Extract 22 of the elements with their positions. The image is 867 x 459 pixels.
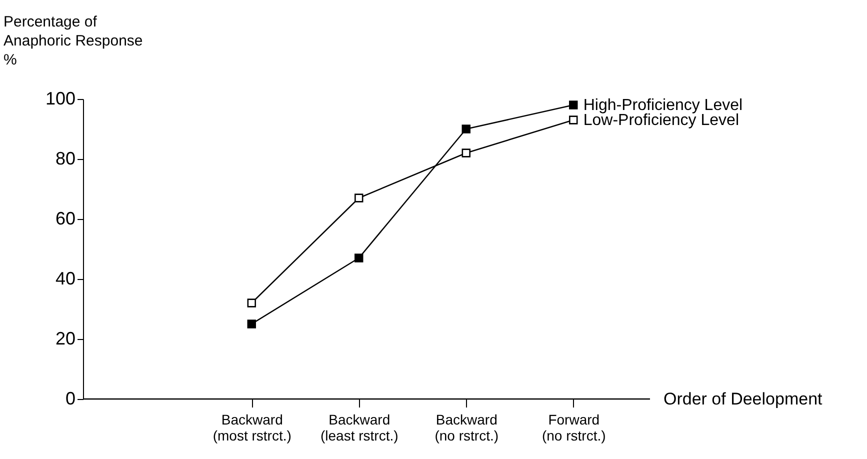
x-tick-label: Forward (no rstrct.) — [542, 412, 606, 444]
y-axis-title: Percentage of Anaphoric Response % — [4, 14, 143, 68]
point — [354, 194, 364, 202]
y-tick-label: 20 — [55, 328, 76, 348]
y-tick-label: 40 — [55, 268, 76, 288]
y-tick-label: 80 — [55, 148, 76, 168]
x-tick-label: Backward (least rstrct.) — [320, 412, 398, 444]
point — [462, 148, 470, 158]
y-tick-label: 100 — [45, 88, 76, 108]
point — [569, 100, 578, 110]
point — [354, 254, 364, 262]
y-tick-label: 60 — [55, 208, 76, 228]
y-tick-label: 0 — [65, 388, 76, 408]
series-label: Low-Proficiency Level — [583, 112, 739, 129]
x-tick-label: Backward (no rstrct.) — [434, 412, 499, 444]
point — [569, 116, 578, 124]
point — [247, 320, 256, 328]
series-label: High-Proficiency Level — [583, 97, 743, 114]
point — [462, 124, 470, 134]
x-axis-title: Order of Deelopment — [664, 390, 823, 408]
x-tick-label: Backward (most rstrct.) — [212, 412, 292, 444]
point — [247, 298, 256, 308]
